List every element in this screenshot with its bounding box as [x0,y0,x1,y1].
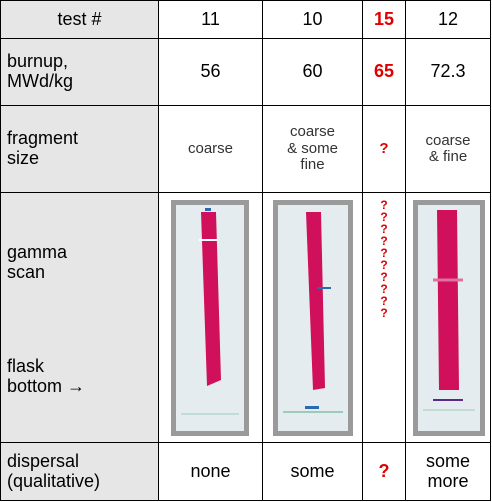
cell-text: 60 [302,62,322,82]
data-cell [262,192,363,443]
cell-text: none [190,462,230,482]
cell-text: ? [380,307,387,319]
header-text: test # [57,10,101,30]
header-cell: 10 [262,0,363,39]
data-cell: 65 [362,38,406,106]
data-cell: some [262,442,363,501]
data-cell: ?????????? [362,192,406,443]
label-line: dispersal [7,452,79,472]
cell-text: ? [379,141,388,158]
cell-text: coarse [290,124,335,141]
row-label: burnup,MWd/kg [0,38,159,106]
data-cell: 60 [262,38,363,106]
data-cell: 56 [158,38,263,106]
label-line: burnup, [7,52,68,72]
data-cell: none [158,442,263,501]
page: test # 11 10 15 12 burnup,MWd/kg 56 60 65 72.3 fra… [0,0,492,502]
data-cell [158,192,263,443]
data-cell: ? [362,105,406,193]
header-text: 12 [438,10,458,30]
cell-text: 56 [200,62,220,82]
label-line: size [7,149,39,169]
label-line: bottom → [7,377,85,397]
label-line: fragment [7,129,78,149]
header-cell: 11 [158,0,263,39]
cell-text: 65 [374,62,394,82]
cell-text: some [290,462,334,482]
header-cell: 12 [405,0,491,39]
data-cell: coarse& fine [405,105,491,193]
header-text: 11 [201,10,220,30]
label-line: (qualitative) [7,472,100,492]
data-cell [405,192,491,443]
header-text: 15 [374,10,394,30]
cell-text: ? [379,462,390,482]
cell-text: some [426,452,470,472]
cell-text: 72.3 [430,62,465,82]
cell-text: more [427,472,468,492]
row-label: dispersal(qualitative) [0,442,159,501]
label-line: gamma [7,243,67,263]
label-line: MWd/kg [7,72,73,92]
cell-text: & some [287,141,338,158]
label-line: flask [7,357,85,377]
data-cell: coarse [158,105,263,193]
header-cell: 15 [362,0,406,39]
data-cell: 72.3 [405,38,491,106]
cell-text: coarse [425,133,470,150]
cell-text: coarse [188,141,233,158]
cell-text: & fine [429,149,467,166]
label-line: scan [7,263,67,283]
header-cell: test # [0,0,159,39]
data-cell: ? [362,442,406,501]
cell-text: fine [300,157,324,174]
header-text: 10 [302,10,322,30]
